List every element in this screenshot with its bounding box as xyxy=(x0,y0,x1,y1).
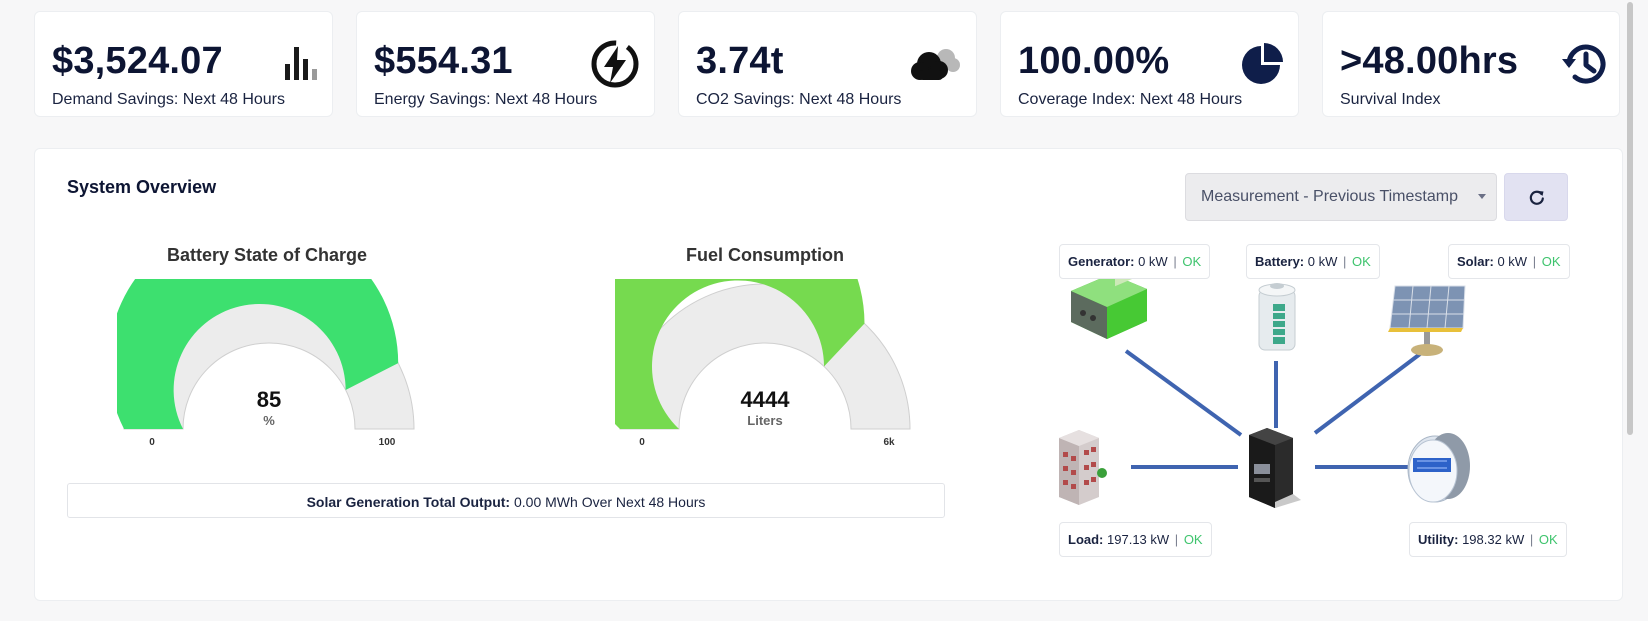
controller-cabinet-image xyxy=(1249,428,1301,508)
node-status: OK xyxy=(1538,532,1558,547)
node-status: OK xyxy=(1183,532,1203,547)
utility-meter-image xyxy=(1407,433,1470,503)
history-icon xyxy=(1562,44,1606,84)
kpi-label: Energy Savings: Next 48 Hours xyxy=(374,91,598,108)
kpi-value: >48.00hrs xyxy=(1340,40,1519,82)
battery-image xyxy=(1258,283,1296,351)
node-status: OK xyxy=(1352,254,1371,269)
gauge-value: 4444 xyxy=(741,387,791,412)
building-image xyxy=(1059,430,1107,505)
energy-flow-diagram: Generator: 0 kW | OK Battery: 0 kW | OK … xyxy=(1045,244,1585,584)
kpi-label: Demand Savings: Next 48 Hours xyxy=(52,91,285,108)
panel-title: System Overview xyxy=(67,177,217,197)
node-label: Solar: xyxy=(1457,254,1494,269)
kpi-row: $3,524.07 Demand Savings: Next 48 Hours … xyxy=(0,0,1648,130)
node-label: Generator: xyxy=(1068,254,1135,269)
kpi-label: Survival Index xyxy=(1340,91,1441,108)
connection-lines xyxy=(1059,267,1470,508)
system-overview-panel: System Overview Measurement - Previous T… xyxy=(34,148,1623,601)
cloud-icon xyxy=(911,49,960,80)
kpi-label: CO2 Savings: Next 48 Hours xyxy=(696,91,902,108)
kpi-value: 3.74t xyxy=(696,40,784,82)
node-value: 198.32 kW xyxy=(1462,532,1525,547)
node-label: Battery: xyxy=(1255,254,1305,269)
gauge-max: 6k xyxy=(883,437,895,448)
kpi-value: 100.00% xyxy=(1018,40,1170,82)
solar-panel-image xyxy=(1388,285,1466,356)
page-scrollbar[interactable] xyxy=(1627,2,1633,435)
gauge-value: 85 xyxy=(257,387,281,412)
pie-chart-icon xyxy=(1242,43,1283,84)
generator-status-pill: Generator: 0 kW | OK xyxy=(1059,244,1211,279)
node-label: Load: xyxy=(1068,532,1104,547)
chevron-down-icon xyxy=(1478,194,1486,199)
generator-image xyxy=(1071,267,1147,339)
lightning-icon xyxy=(591,40,639,88)
gauge-title-fuel: Fuel Consumption xyxy=(686,245,844,265)
kpi-value: $3,524.07 xyxy=(52,40,223,82)
solar-output-summary: Solar Generation Total Output: 0.00 MWh … xyxy=(67,483,945,518)
node-value: 0 kW xyxy=(1138,254,1168,269)
gauge-min: 0 xyxy=(639,437,645,448)
node-value: 0 kW xyxy=(1497,254,1528,269)
kpi-card-demand-savings: $3,524.07 Demand Savings: Next 48 Hours xyxy=(34,11,333,117)
solar-status-pill: Solar: 0 kW | OK xyxy=(1448,244,1570,279)
gauge-fill xyxy=(117,279,399,429)
kpi-card-survival-index: >48.00hrs Survival Index xyxy=(1322,11,1620,117)
kpi-label: Coverage Index: Next 48 Hours xyxy=(1018,91,1243,108)
utility-status-pill: Utility: 198.32 kW | OK xyxy=(1409,522,1567,557)
battery-gauge: 85 % 0 100 xyxy=(117,279,415,448)
node-value: 0 kW xyxy=(1307,254,1338,269)
kpi-value: $554.31 xyxy=(374,40,513,82)
refresh-icon xyxy=(1529,190,1544,205)
kpi-card-co2-savings: 3.74t CO2 Savings: Next 48 Hours xyxy=(678,11,977,117)
battery-status-pill: Battery: 0 kW | OK xyxy=(1246,244,1380,279)
solar-output-text: 0.00 MWh Over Next 48 Hours xyxy=(514,494,706,510)
gauge-title-battery: Battery State of Charge xyxy=(166,245,368,265)
kpi-card-energy-savings: $554.31 Energy Savings: Next 48 Hours xyxy=(356,11,655,117)
node-status: OK xyxy=(1182,254,1202,269)
gauge-min: 0 xyxy=(149,437,155,448)
load-status-pill: Load: 197.13 kW | OK xyxy=(1059,522,1212,557)
solar-output-label: Solar Generation Total Output: xyxy=(306,494,511,510)
measurement-select[interactable]: Measurement - Previous Timestamp xyxy=(1185,173,1497,221)
node-status: OK xyxy=(1541,254,1561,269)
node-value: 197.13 kW xyxy=(1107,532,1170,547)
refresh-button[interactable] xyxy=(1504,173,1568,221)
kpi-card-coverage-index: 100.00% Coverage Index: Next 48 Hours xyxy=(1000,11,1299,117)
gauge-unit: % xyxy=(263,413,275,428)
gauge-fill xyxy=(615,279,865,429)
node-label: Utility: xyxy=(1418,532,1459,547)
gauge-unit: Liters xyxy=(747,413,782,428)
fuel-gauge: 4444 Liters 0 6k xyxy=(615,279,911,448)
bar-chart-icon xyxy=(285,47,317,80)
gauge-max: 100 xyxy=(379,437,396,448)
select-value: Measurement - Previous Timestamp xyxy=(1201,188,1458,205)
